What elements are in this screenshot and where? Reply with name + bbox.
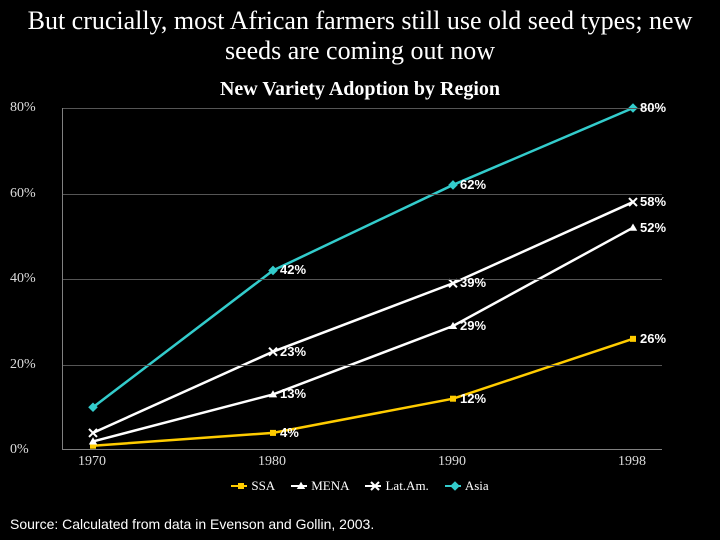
legend-swatch (365, 480, 381, 492)
y-axis-label: 20% (10, 357, 36, 373)
x-axis-label: 1980 (258, 454, 286, 470)
y-axis-label: 80% (10, 100, 36, 116)
chart-gridline (63, 194, 662, 195)
chart-gridline (63, 108, 662, 109)
data-label: 13% (280, 386, 306, 401)
data-label: 80% (640, 100, 666, 115)
legend-label: Asia (465, 478, 489, 494)
y-axis-label: 40% (10, 271, 36, 287)
chart-gridline (63, 279, 662, 280)
slide-title: But crucially, most African farmers stil… (0, 6, 720, 66)
chart-legend: SSA MENA Lat.Am. Asia (0, 478, 720, 497)
data-label: 29% (460, 318, 486, 333)
data-label: 26% (640, 331, 666, 346)
y-axis-label: 0% (10, 442, 29, 458)
data-label: 4% (280, 425, 299, 440)
data-label: 12% (460, 391, 486, 406)
legend-label: MENA (311, 478, 349, 494)
data-label: 58% (640, 194, 666, 209)
legend-item: Asia (445, 478, 489, 494)
data-label: 39% (460, 275, 486, 290)
x-axis-label: 1990 (438, 454, 466, 470)
legend-label: Lat.Am. (385, 478, 428, 494)
legend-item: Lat.Am. (365, 478, 428, 494)
chart-gridline (63, 365, 662, 366)
legend-item: MENA (291, 478, 349, 494)
legend-swatch (291, 480, 307, 492)
source-text: Source: Calculated from data in Evenson … (10, 516, 374, 532)
data-label: 42% (280, 262, 306, 277)
legend-swatch (445, 480, 461, 492)
data-label: 52% (640, 220, 666, 235)
chart-plot-area (62, 108, 662, 450)
chart-title: New Variety Adoption by Region (0, 78, 720, 101)
data-label: 62% (460, 177, 486, 192)
y-axis-label: 60% (10, 186, 36, 202)
legend-label: SSA (251, 478, 275, 494)
x-axis-label: 1970 (78, 454, 106, 470)
legend-item: SSA (231, 478, 275, 494)
legend-swatch (231, 480, 247, 492)
x-axis-label: 1998 (618, 454, 646, 470)
data-label: 23% (280, 344, 306, 359)
